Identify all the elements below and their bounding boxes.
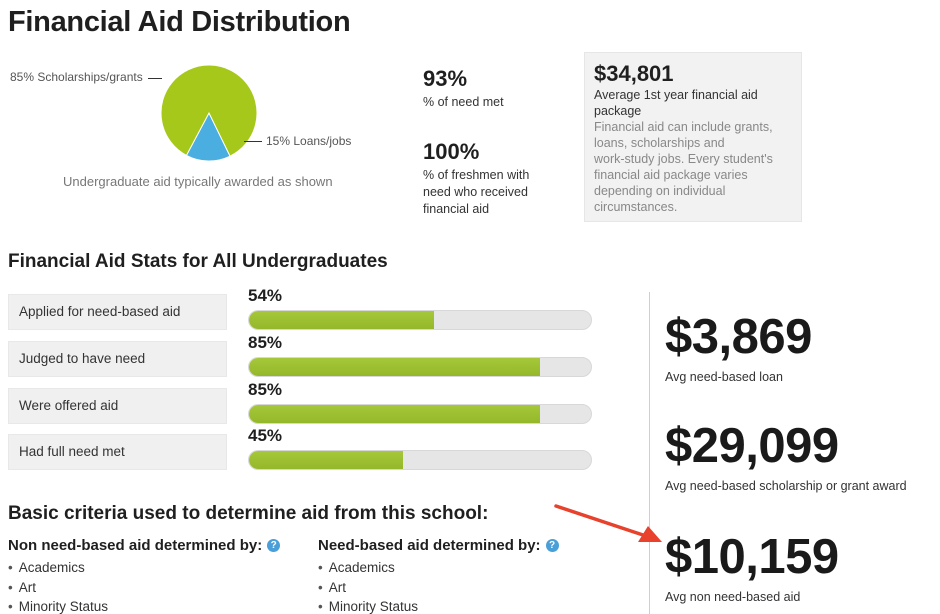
stat-row-offered-aid: Were offered aid 85% (8, 380, 598, 428)
stat-progress-fill (249, 451, 403, 469)
stat-progress-bar (248, 310, 592, 330)
stat-progress-fill (249, 311, 434, 329)
avg-package-note-line: loans, scholarships and (594, 136, 725, 150)
freshmen-aid-value: 100% (423, 139, 480, 164)
need-met-label: % of need met (423, 95, 504, 109)
freshmen-aid-label: % of freshmen with need who received fin… (423, 167, 529, 218)
red-arrow-icon (554, 504, 662, 542)
stat-row-applied: Applied for need-based aid 54% (8, 286, 598, 334)
stat-row-judged-need: Judged to have need 85% (8, 333, 598, 381)
pie-label-scholarships: 85% Scholarships/grants (10, 70, 143, 84)
list-item: Art (318, 578, 418, 598)
list-item: Minority Status (318, 597, 418, 614)
avg-grant-value: $29,099 (665, 419, 839, 473)
question-mark-circle-icon[interactable]: ? (545, 539, 559, 552)
avg-package-note: Financial aid can include grants, loans,… (594, 119, 792, 215)
freshmen-aid-label-line1: % of freshmen with (423, 168, 530, 182)
question-mark-circle-icon[interactable]: ? (267, 539, 281, 552)
aid-distribution-pie (160, 64, 258, 162)
stats-section-title: Financial Aid Stats for All Undergraduat… (8, 251, 388, 272)
need-criteria-list: Academics Art Minority Status (318, 558, 418, 614)
avg-loan-value: $3,869 (665, 310, 812, 364)
freshmen-aid-label-line3: financial aid (423, 202, 490, 216)
list-item: Academics (8, 558, 108, 578)
non-need-criteria-list: Academics Art Minority Status (8, 558, 108, 614)
avg-package-note-line: financial aid package varies (594, 168, 748, 182)
stat-label: Were offered aid (8, 388, 227, 424)
stat-progress-fill (249, 405, 540, 423)
stat-label: Had full need met (8, 434, 227, 470)
avg-package-note-line: depending on individual (594, 184, 726, 198)
stat-progress-bar (248, 450, 592, 470)
stat-label: Applied for need-based aid (8, 294, 227, 330)
aid-distribution-pie-section: 85% Scholarships/grants 15% Loans/jobs U… (8, 58, 398, 198)
list-item: Art (8, 578, 108, 598)
pie-caption: Undergraduate aid typically awarded as s… (63, 174, 333, 189)
non-need-criteria-heading: Non need-based aid determined by:? (8, 537, 281, 554)
stat-progress-bar (248, 404, 592, 424)
page-title: Financial Aid Distribution (8, 6, 351, 38)
avg-grant-stat: $29,099 Avg need-based scholarship or gr… (665, 419, 907, 493)
avg-loan-stat: $3,869 Avg need-based loan (665, 310, 812, 384)
avg-non-need-stat: $10,159 Avg non need-based aid (665, 530, 839, 604)
list-item: Academics (318, 558, 418, 578)
avg-package-value: $34,801 (594, 61, 674, 86)
freshmen-aid-stat: 100% % of freshmen with need who receive… (423, 139, 529, 218)
stat-percent: 85% (248, 333, 283, 352)
need-criteria-heading-text: Need-based aid determined by: (318, 537, 541, 554)
need-criteria-heading: Need-based aid determined by:? (318, 537, 559, 554)
freshmen-aid-label-line2: need who received (423, 185, 528, 199)
column-divider (649, 292, 650, 614)
avg-package-box: $34,801 Average 1st year financial aid p… (584, 52, 802, 222)
stat-progress-fill (249, 358, 540, 376)
pie-leader-line-loans (244, 141, 262, 142)
avg-package-label-line2: package (594, 104, 642, 118)
pie-label-loans: 15% Loans/jobs (266, 134, 352, 148)
avg-non-need-caption: Avg non need-based aid (665, 590, 801, 604)
stat-progress-bar (248, 357, 592, 377)
avg-package-label-line1: Average 1st year financial aid (594, 88, 758, 102)
criteria-section-title: Basic criteria used to determine aid fro… (8, 503, 489, 524)
avg-loan-caption: Avg need-based loan (665, 370, 783, 384)
stat-percent: 45% (248, 426, 283, 445)
stat-percent: 85% (248, 380, 283, 399)
list-item: Minority Status (8, 597, 108, 614)
stat-row-full-need-met: Had full need met 45% (8, 426, 598, 474)
avg-grant-caption: Avg need-based scholarship or grant awar… (665, 479, 907, 493)
stat-percent: 54% (248, 286, 283, 305)
stat-label: Judged to have need (8, 341, 227, 377)
need-met-stat: 93% % of need met (423, 66, 504, 111)
pie-slice-scholarships-grants (160, 64, 258, 157)
need-met-value: 93% (423, 66, 468, 91)
avg-package-note-line: work-study jobs. Every student's (594, 152, 773, 166)
avg-package-note-line: Financial aid can include grants, (594, 120, 773, 134)
avg-package-note-line: circumstances. (594, 200, 678, 214)
non-need-criteria-heading-text: Non need-based aid determined by: (8, 537, 263, 554)
avg-non-need-value: $10,159 (665, 530, 839, 584)
pie-leader-line-scholarships (148, 78, 162, 79)
